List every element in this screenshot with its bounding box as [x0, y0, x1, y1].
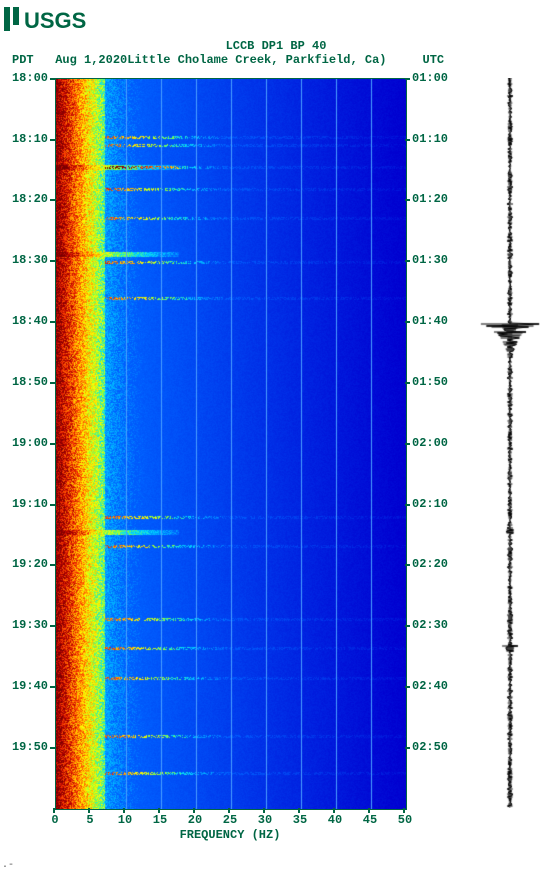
x-tick: 20	[188, 813, 202, 827]
plot-area: 18:00 18:10 18:20 18:30 18:40 18:50 19:00 19:10…	[0, 68, 552, 858]
x-tick: 10	[118, 813, 132, 827]
tick-mark	[405, 747, 410, 749]
y-tick-right: 01:30	[412, 253, 448, 267]
x-tick: 5	[86, 813, 93, 827]
y-tick-right: 01:20	[412, 192, 448, 206]
chart-subtitle: PDT Aug 1,2020Little Cholame Creek, Park…	[0, 53, 552, 67]
location-label: Little Cholame Creek, Parkfield, Ca)	[127, 53, 386, 67]
tick-mark	[158, 808, 160, 813]
tick-mark	[298, 808, 300, 813]
y-tick-right: 02:20	[412, 557, 448, 571]
y-tick-left: 18:40	[12, 314, 48, 328]
tick-mark	[50, 260, 55, 262]
right-tz-label: UTC	[423, 53, 445, 67]
y-tick-left: 18:30	[12, 253, 48, 267]
tick-mark	[405, 382, 410, 384]
footer-mark: .-	[2, 860, 14, 871]
usgs-logo: USGS	[2, 4, 552, 39]
seismogram-trace	[480, 78, 540, 808]
y-tick-right: 02:40	[412, 679, 448, 693]
tick-mark	[403, 808, 405, 813]
x-axis-label: FREQUENCY (HZ)	[55, 828, 405, 842]
chart-title: LCCB DP1 BP 40	[0, 39, 552, 53]
x-tick: 25	[223, 813, 237, 827]
tick-mark	[53, 808, 55, 813]
tick-mark	[50, 504, 55, 506]
y-tick-right: 01:00	[412, 71, 448, 85]
tick-mark	[333, 808, 335, 813]
tick-mark	[263, 808, 265, 813]
tick-mark	[405, 199, 410, 201]
y-tick-left: 18:00	[12, 71, 48, 85]
y-tick-left: 19:40	[12, 679, 48, 693]
tick-mark	[368, 808, 370, 813]
left-tz-label: PDT	[12, 53, 34, 67]
tick-mark	[405, 504, 410, 506]
tick-mark	[50, 139, 55, 141]
tick-mark	[228, 808, 230, 813]
y-tick-left: 19:30	[12, 618, 48, 632]
y-tick-left: 19:00	[12, 436, 48, 450]
spectrogram-chart	[55, 78, 407, 810]
x-tick: 0	[51, 813, 58, 827]
tick-mark	[50, 199, 55, 201]
tick-mark	[405, 139, 410, 141]
tick-mark	[50, 321, 55, 323]
tick-mark	[405, 260, 410, 262]
tick-mark	[50, 382, 55, 384]
tick-mark	[50, 747, 55, 749]
y-tick-left: 19:20	[12, 557, 48, 571]
tick-mark	[405, 564, 410, 566]
x-tick: 45	[363, 813, 377, 827]
y-tick-left: 19:10	[12, 497, 48, 511]
tick-mark	[88, 808, 90, 813]
tick-mark	[50, 78, 55, 80]
y-tick-left: 18:10	[12, 132, 48, 146]
y-tick-right: 02:00	[412, 436, 448, 450]
date-label: Aug 1,2020	[55, 53, 127, 67]
x-tick: 50	[398, 813, 412, 827]
y-tick-right: 01:50	[412, 375, 448, 389]
tick-mark	[405, 625, 410, 627]
tick-mark	[405, 443, 410, 445]
y-tick-right: 02:50	[412, 740, 448, 754]
tick-mark	[405, 321, 410, 323]
tick-mark	[50, 686, 55, 688]
tick-mark	[193, 808, 195, 813]
tick-mark	[405, 686, 410, 688]
y-tick-right: 01:40	[412, 314, 448, 328]
y-tick-left: 18:20	[12, 192, 48, 206]
y-tick-left: 19:50	[12, 740, 48, 754]
y-tick-right: 02:10	[412, 497, 448, 511]
usgs-logo-svg: USGS	[2, 4, 112, 34]
x-tick: 15	[153, 813, 167, 827]
tick-mark	[123, 808, 125, 813]
y-tick-right: 02:30	[412, 618, 448, 632]
tick-mark	[50, 625, 55, 627]
x-tick: 30	[258, 813, 272, 827]
y-tick-right: 01:10	[412, 132, 448, 146]
x-tick: 40	[328, 813, 342, 827]
y-tick-left: 18:50	[12, 375, 48, 389]
x-tick: 35	[293, 813, 307, 827]
tick-mark	[50, 564, 55, 566]
tick-mark	[405, 78, 410, 80]
tick-mark	[50, 443, 55, 445]
usgs-logo-text: USGS	[24, 8, 86, 33]
